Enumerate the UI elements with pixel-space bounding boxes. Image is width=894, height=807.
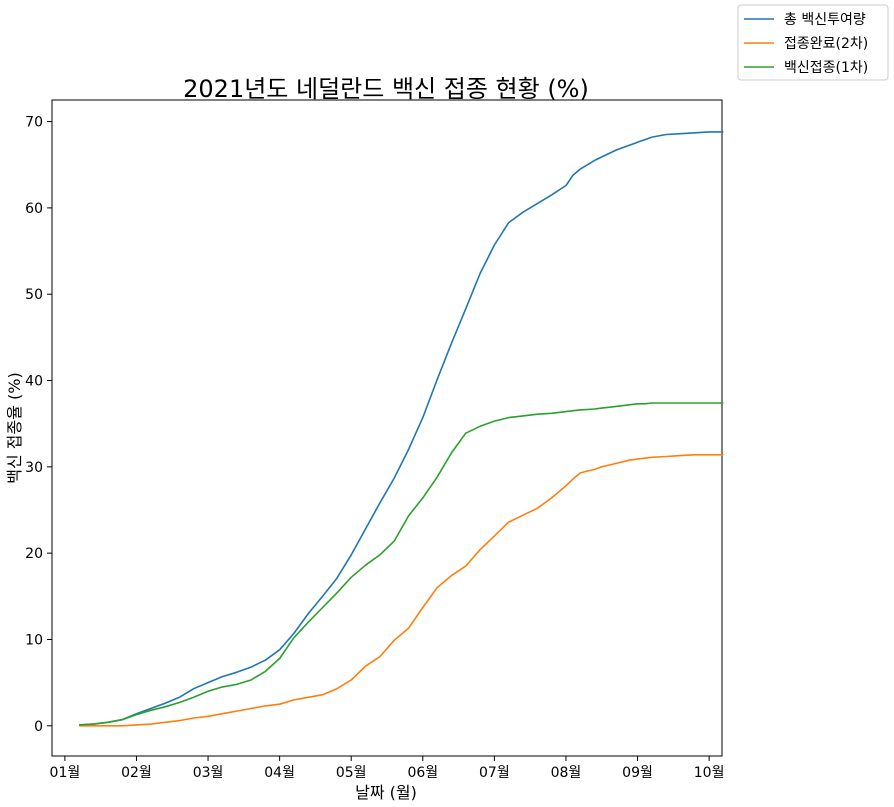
legend-label-3: 백신접종(1차)	[784, 60, 868, 76]
x-tick-label: 08월	[551, 765, 582, 781]
y-tick-label: 70	[25, 115, 43, 131]
series-line-2	[79, 453, 724, 727]
y-axis-ticks: 0 10 20 30 40 50 60 70	[25, 115, 52, 735]
x-tick-label: 04월	[264, 765, 295, 781]
y-axis-label: 백신 접종율 (%)	[5, 372, 24, 483]
x-tick-label: 06월	[407, 765, 438, 781]
y-tick-label: 40	[25, 374, 43, 390]
legend-label-1: 총 백신투여량	[784, 12, 866, 28]
y-tick-label: 60	[25, 201, 43, 217]
x-tick-label: 05월	[336, 765, 367, 781]
chart-title: 2021년도 네덜란드 백신 접종 현황 (%)	[183, 75, 589, 103]
y-tick-label: 50	[25, 287, 43, 303]
legend-label-2: 접종완료(2차)	[784, 36, 868, 52]
legend-box	[737, 4, 889, 81]
series-lines	[79, 131, 724, 727]
x-tick-label: 09월	[622, 765, 653, 781]
x-tick-label: 03월	[193, 765, 224, 781]
plot-frame	[51, 99, 723, 757]
x-tick-label: 07월	[479, 765, 510, 781]
y-tick-label: 30	[25, 460, 43, 476]
x-tick-label: 10월	[694, 765, 725, 781]
x-tick-label: 01월	[50, 765, 81, 781]
y-tick-label: 20	[25, 546, 43, 562]
y-tick-label: 10	[25, 632, 43, 648]
y-tick-label: 0	[34, 719, 43, 735]
x-axis-ticks: 01월 02월 03월 04월 05월 06월 07월 08월 09월 10월	[50, 756, 725, 781]
series-line-3	[79, 402, 724, 726]
x-tick-label: 02월	[121, 765, 152, 781]
series-line-1	[79, 131, 724, 726]
x-axis-label: 날짜 (월)	[355, 783, 417, 802]
